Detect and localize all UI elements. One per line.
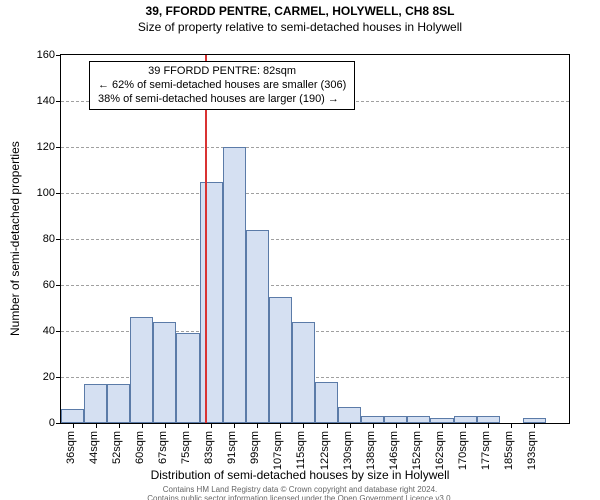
chart-subtitle: Size of property relative to semi-detach… — [0, 20, 600, 34]
x-tick-label: 130sqm — [338, 392, 350, 431]
x-tick-mark — [165, 423, 166, 428]
y-tick-label: 0 — [25, 417, 55, 429]
y-tick-mark — [56, 147, 61, 148]
gridline — [61, 239, 569, 240]
x-tick-label: 185sqm — [499, 392, 511, 431]
x-tick-label: 177sqm — [476, 392, 488, 431]
x-tick-label: 170sqm — [453, 392, 465, 431]
y-tick-mark — [56, 55, 61, 56]
x-tick-label: 60sqm — [130, 398, 142, 431]
x-tick-mark — [211, 423, 212, 428]
gridline — [61, 193, 569, 194]
histogram-bar — [246, 230, 269, 423]
y-tick-mark — [56, 239, 61, 240]
x-tick-label: 91sqm — [222, 398, 234, 431]
y-tick-mark — [56, 101, 61, 102]
x-axis-label: Distribution of semi-detached houses by … — [0, 468, 600, 482]
y-axis-label: Number of semi-detached properties — [8, 141, 22, 336]
x-tick-label: 75sqm — [176, 398, 188, 431]
x-tick-mark — [188, 423, 189, 428]
x-tick-mark — [465, 423, 466, 428]
annotation-line-3: 38% of semi-detached houses are larger (… — [98, 93, 346, 107]
y-tick-mark — [56, 285, 61, 286]
x-tick-label: 67sqm — [153, 398, 165, 431]
x-tick-mark — [534, 423, 535, 428]
histogram-bar — [200, 182, 223, 424]
annotation-box: 39 FFORDD PENTRE: 82sqm ← 62% of semi-de… — [89, 61, 355, 110]
y-tick-label: 160 — [25, 49, 55, 61]
x-tick-mark — [234, 423, 235, 428]
x-tick-mark — [488, 423, 489, 428]
x-tick-label: 162sqm — [430, 392, 442, 431]
y-tick-label: 40 — [25, 325, 55, 337]
annotation-line-1: 39 FFORDD PENTRE: 82sqm — [98, 65, 346, 79]
x-tick-mark — [303, 423, 304, 428]
x-tick-label: 138sqm — [361, 392, 373, 431]
x-tick-label: 36sqm — [61, 398, 73, 431]
plot-area: 39 FFORDD PENTRE: 82sqm ← 62% of semi-de… — [60, 54, 570, 424]
y-tick-label: 60 — [25, 279, 55, 291]
annotation-line-2: ← 62% of semi-detached houses are smalle… — [98, 79, 346, 93]
y-tick-label: 140 — [25, 95, 55, 107]
gridline — [61, 147, 569, 148]
x-tick-label: 152sqm — [407, 392, 419, 431]
histogram-bar — [223, 147, 246, 423]
x-tick-label: 107sqm — [268, 392, 280, 431]
gridline — [61, 285, 569, 286]
x-tick-mark — [257, 423, 258, 428]
x-tick-label: 44sqm — [84, 398, 96, 431]
y-tick-mark — [56, 377, 61, 378]
x-tick-label: 122sqm — [315, 392, 327, 431]
footer-line-2: Contains public sector information licen… — [0, 495, 600, 500]
x-tick-label: 193sqm — [522, 392, 534, 431]
x-tick-mark — [419, 423, 420, 428]
y-tick-label: 80 — [25, 233, 55, 245]
y-tick-label: 100 — [25, 187, 55, 199]
y-tick-label: 20 — [25, 371, 55, 383]
x-tick-mark — [280, 423, 281, 428]
x-tick-label: 52sqm — [107, 398, 119, 431]
x-tick-label: 115sqm — [291, 393, 303, 431]
x-tick-label: 99sqm — [245, 398, 257, 431]
chart-container: 39, FFORDD PENTRE, CARMEL, HOLYWELL, CH8… — [0, 4, 600, 500]
footer: Contains HM Land Registry data © Crown c… — [0, 486, 600, 500]
x-tick-label: 146sqm — [384, 392, 396, 431]
x-tick-mark — [511, 423, 512, 428]
y-tick-label: 120 — [25, 141, 55, 153]
x-tick-mark — [442, 423, 443, 428]
y-tick-mark — [56, 331, 61, 332]
chart-title: 39, FFORDD PENTRE, CARMEL, HOLYWELL, CH8… — [0, 4, 600, 18]
y-tick-mark — [56, 193, 61, 194]
